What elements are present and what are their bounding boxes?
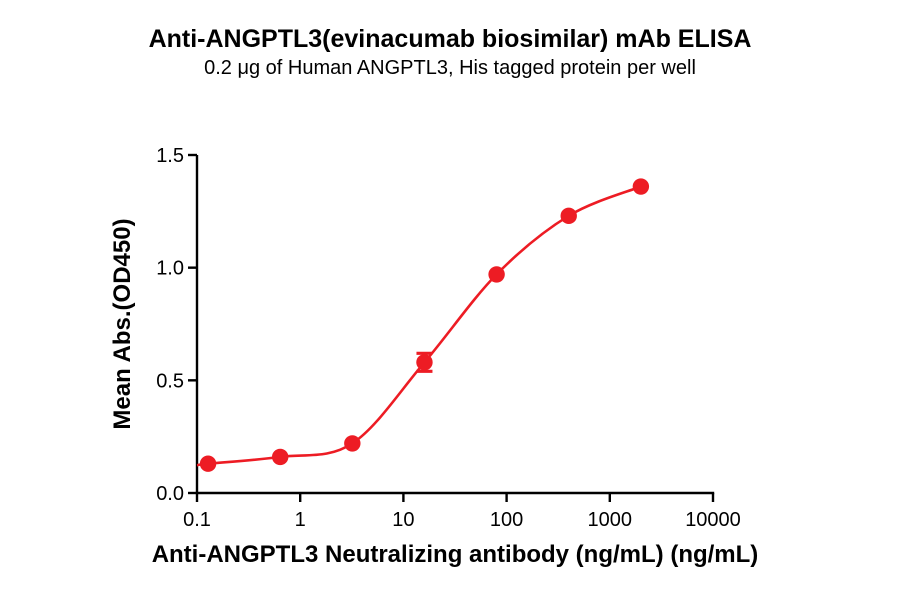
data-point: [632, 178, 650, 195]
x-tick-label: 1: [295, 509, 306, 531]
fit-curve: [196, 185, 642, 467]
x-tick-label: 0.1: [183, 509, 211, 531]
data-point: [488, 266, 505, 283]
x-axis-title: Anti-ANGPTL3 Neutralizing antibody (ng/m…: [152, 541, 759, 568]
data-point: [416, 354, 433, 371]
data-point: [271, 448, 289, 466]
chart-title: Anti-ANGPTL3(evinacumab biosimilar) mAb …: [148, 25, 752, 53]
chart-subtitle: 0.2 μg of Human ANGPTL3, His tagged prot…: [204, 57, 696, 79]
x-tick-label: 1000: [588, 509, 633, 531]
x-tick-label: 10000: [685, 509, 741, 531]
y-tick-label: 0.5: [156, 370, 184, 392]
y-tick-label: 1.0: [156, 258, 184, 280]
data-point: [199, 455, 217, 472]
y-tick-label: 1.5: [156, 145, 184, 167]
y-axis-title: Mean Abs.(OD450): [109, 218, 136, 429]
data-point: [560, 207, 577, 225]
y-tick-label: 0.0: [156, 483, 184, 505]
data-point: [344, 435, 361, 452]
x-tick-label: 100: [490, 509, 523, 531]
x-tick-label: 10: [392, 509, 414, 531]
